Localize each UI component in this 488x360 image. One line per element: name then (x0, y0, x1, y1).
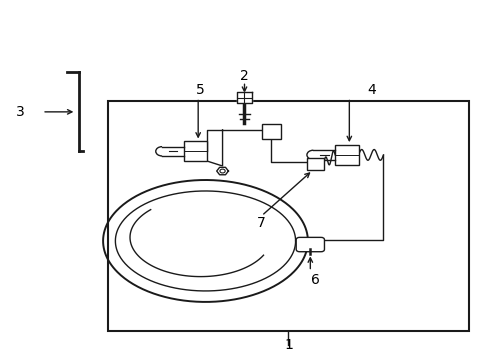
Bar (334, 145, 358, 165)
Text: 4: 4 (366, 84, 375, 97)
Bar (108, 101, 468, 330)
Circle shape (220, 169, 225, 173)
FancyBboxPatch shape (296, 237, 324, 252)
Text: 6: 6 (310, 273, 319, 287)
Text: 1: 1 (284, 338, 292, 352)
Polygon shape (216, 167, 228, 175)
Polygon shape (236, 92, 252, 103)
Text: 5: 5 (196, 84, 204, 97)
Text: 2: 2 (240, 69, 248, 83)
Bar (306, 158, 323, 170)
Bar (183, 141, 207, 161)
Bar (262, 125, 280, 139)
Text: 3: 3 (16, 105, 25, 119)
Text: 7: 7 (257, 216, 265, 230)
